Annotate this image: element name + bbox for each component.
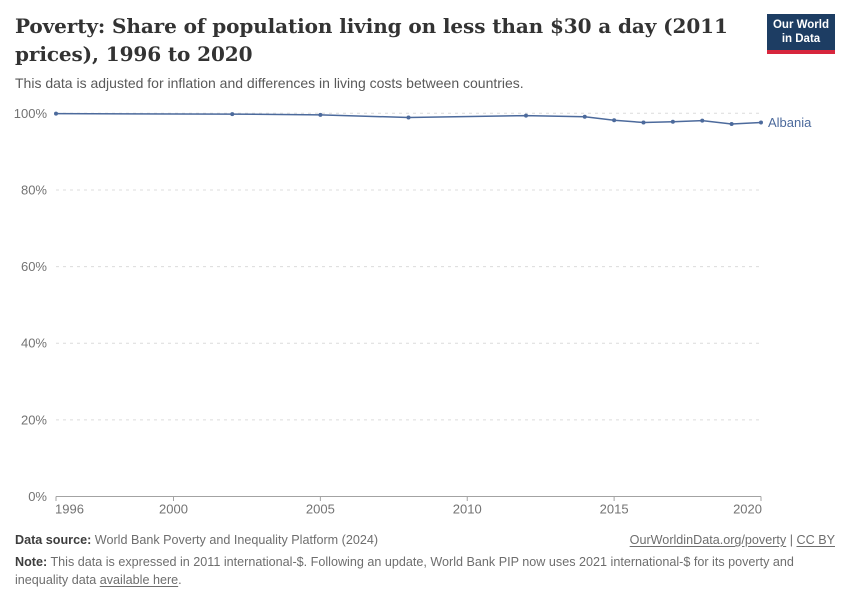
owid-logo-line1: Our World — [772, 19, 829, 31]
rights-separator: | — [786, 533, 797, 547]
available-here-link[interactable]: available here — [99, 573, 179, 587]
data-point[interactable] — [759, 120, 763, 125]
owid-logo[interactable]: Our World in Data — [767, 14, 835, 54]
x-tick-label: 2005 — [306, 502, 335, 517]
y-tick-label: 60% — [21, 259, 47, 274]
chart-title: Poverty: Share of population living on l… — [15, 14, 728, 66]
owid-url-link[interactable]: OurWorldinData.org/poverty — [629, 533, 787, 547]
x-tick-label: 2020 — [733, 502, 762, 517]
x-tick-label: 1996 — [55, 502, 84, 517]
series-label[interactable]: Albania — [768, 115, 812, 130]
data-point[interactable] — [582, 114, 587, 119]
series-line[interactable] — [55, 112, 762, 125]
data-source-label: Data source: — [15, 533, 92, 547]
footer-note: Note: This data is expressed in 2011 int… — [15, 553, 835, 589]
chart-subtitle: This data is adjusted for inflation and … — [15, 75, 524, 91]
data-point[interactable] — [406, 115, 411, 120]
data-point[interactable] — [700, 118, 705, 123]
x-tick-label: 2000 — [159, 502, 188, 517]
data-point[interactable] — [524, 113, 528, 118]
x-tick-label: 2015 — [600, 502, 629, 517]
data-point[interactable] — [641, 120, 646, 125]
data-point[interactable] — [318, 112, 323, 117]
rights: OurWorldinData.org/poverty | CC BY — [630, 531, 835, 549]
note-suffix: . — [178, 573, 182, 587]
data-source-text: World Bank Poverty and Inequality Platfo… — [91, 533, 379, 547]
y-tick-label: 20% — [21, 412, 47, 427]
data-source: Data source: World Bank Poverty and Ineq… — [15, 531, 378, 549]
license-link[interactable]: CC BY — [796, 533, 836, 547]
y-tick-label: 80% — [21, 182, 47, 197]
y-tick-label: 100% — [14, 106, 48, 121]
data-point[interactable] — [230, 112, 235, 117]
data-point[interactable] — [729, 122, 734, 127]
x-tick-label: 2010 — [453, 502, 482, 517]
data-point[interactable] — [54, 111, 58, 116]
y-tick-label: 40% — [21, 336, 47, 351]
footer-source-row: Data source: World Bank Poverty and Ineq… — [15, 531, 835, 549]
data-point[interactable] — [612, 118, 617, 123]
note-text: This data is expressed in 2011 internati… — [15, 555, 794, 587]
note-label: Note: — [15, 555, 48, 569]
owid-logo-line2: in Data — [781, 32, 821, 45]
y-tick-label: 0% — [28, 489, 47, 504]
data-point[interactable] — [670, 119, 675, 124]
chart-header: Poverty: Share of population living on l… — [15, 12, 835, 91]
chart-footer: Data source: World Bank Poverty and Ineq… — [15, 531, 835, 589]
